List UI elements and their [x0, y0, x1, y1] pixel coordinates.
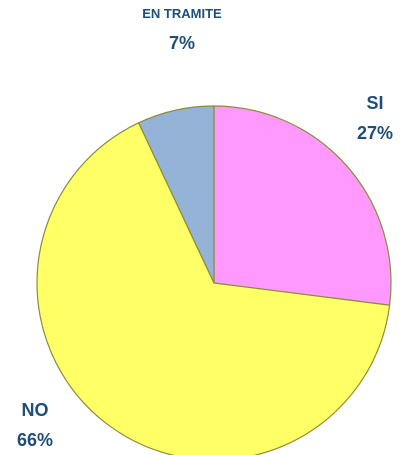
pie-slice — [36, 122, 391, 455]
category-label: NO — [21, 400, 49, 420]
pie-slice — [213, 105, 392, 306]
category-label: SI — [366, 93, 384, 113]
slice-label: SI 27% — [357, 88, 393, 148]
pie-slice — [137, 105, 215, 284]
slice-label: EN TRAMITE 7% — [142, 0, 222, 58]
value-label: 27% — [356, 123, 394, 143]
value-label: 7% — [168, 33, 195, 53]
slice-label: NO 66% — [17, 395, 53, 455]
value-label: 66% — [16, 430, 54, 450]
category-label: EN TRAMITE — [142, 6, 222, 21]
